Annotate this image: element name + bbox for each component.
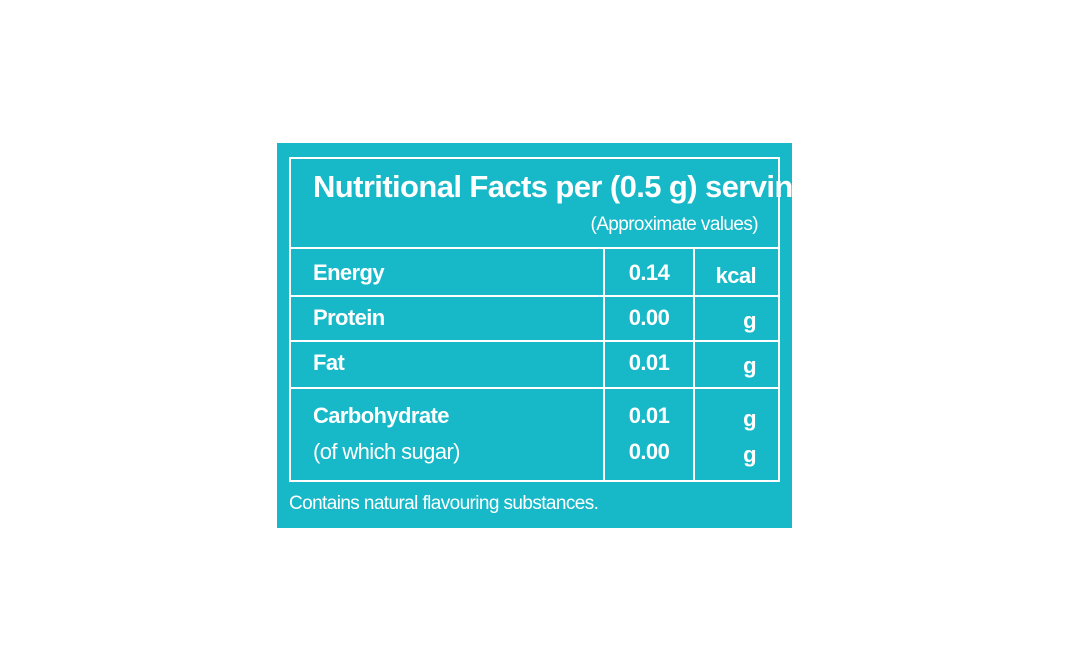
divider (289, 387, 780, 389)
row-value: 0.01 (628, 350, 670, 375)
row-label: Carbohydrate (313, 403, 449, 428)
divider (289, 340, 780, 342)
nutrition-label: Nutritional Facts per (0.5 g) serving (A… (277, 143, 812, 528)
divider (289, 247, 780, 249)
row-unit: g (743, 308, 756, 333)
row-value: 0.00 (628, 305, 670, 330)
title: Nutritional Facts per (0.5 g) serving (313, 169, 812, 204)
row-label: Fat (313, 350, 345, 375)
row-unit: g (743, 442, 756, 467)
column-divider (693, 247, 695, 482)
footer-note: Contains natural flavouring substances. (289, 493, 599, 514)
row-unit: g (743, 406, 756, 431)
row-label: Energy (313, 260, 385, 285)
row-value: 0.00 (628, 439, 670, 464)
row-label: (of which sugar) (313, 439, 461, 464)
row-label: Protein (313, 305, 385, 330)
row-unit: g (743, 353, 756, 378)
table-border (289, 157, 780, 482)
column-divider (603, 247, 605, 482)
row-value: 0.01 (628, 403, 670, 428)
row-value: 0.14 (628, 260, 670, 285)
row-unit: kcal (715, 263, 757, 288)
divider (289, 295, 780, 297)
subtitle: (Approximate values) (590, 214, 758, 235)
